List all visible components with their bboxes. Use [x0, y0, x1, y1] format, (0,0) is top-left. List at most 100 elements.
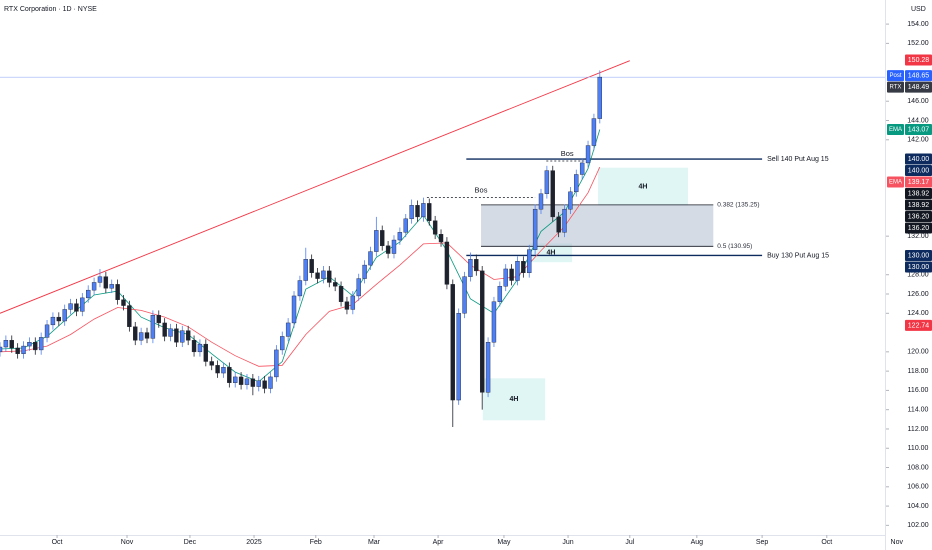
candle-body: [297, 280, 303, 297]
price-tag: [905, 153, 932, 165]
candle-body: [568, 191, 573, 210]
x-tick-label: Dec: [184, 539, 197, 546]
x-tick-label: Mar: [368, 539, 381, 546]
candle-body: [256, 380, 261, 387]
y-tick-label: 152.00: [907, 40, 929, 47]
candle-body: [74, 303, 79, 312]
candle-body: [274, 349, 279, 378]
price-tag-name: EMA: [889, 180, 902, 186]
candle-body: [509, 268, 514, 281]
candle-body: [221, 367, 226, 374]
candle-body: [103, 276, 109, 289]
x-tick-label: Sep: [756, 539, 769, 546]
price-tag-name-box: [887, 123, 904, 135]
y-tick-label: 118.00: [908, 368, 929, 375]
y-tick-label: 108.00: [907, 464, 929, 471]
candle-body: [203, 343, 209, 362]
fib-box: [481, 204, 714, 247]
candle-body: [197, 343, 203, 353]
candle-body: [144, 332, 150, 339]
level-label: Buy 130 Put Aug 15: [767, 252, 829, 259]
candle-body: [291, 295, 297, 324]
candle-body: [309, 259, 314, 274]
candle-body: [27, 342, 32, 347]
x-tick-label: 2025: [246, 539, 262, 546]
price-tag: [905, 81, 932, 93]
candle-body: [574, 174, 579, 193]
candle-body: [44, 324, 50, 338]
candle-body: [133, 326, 138, 341]
x-tick-label: Aug: [691, 539, 704, 546]
zone: [598, 167, 689, 206]
candle-body: [315, 272, 320, 279]
candle-body: [233, 376, 238, 383]
y-tick-label: 104.00: [907, 503, 929, 510]
candle-body: [403, 218, 408, 233]
candle-body: [421, 203, 426, 218]
price-tag: [905, 222, 932, 234]
candle-body: [62, 309, 67, 322]
candle-body: [115, 284, 120, 300]
candle-body: [21, 345, 26, 354]
zone-label: 4H: [547, 250, 556, 257]
candle-body: [215, 365, 220, 374]
bos-label: Bos: [561, 149, 574, 158]
candle-body: [462, 276, 467, 314]
x-tick-label: Jun: [562, 539, 573, 546]
candle-body: [180, 330, 185, 343]
price-tag: [905, 211, 932, 223]
price-tag-label: 148.49: [908, 84, 930, 91]
candle-body: [450, 284, 455, 401]
candle-body: [521, 261, 526, 274]
candle-body: [544, 170, 550, 194]
price-tag: [905, 70, 932, 82]
ema-line: [0, 129, 601, 383]
y-tick-label: 128.00: [907, 272, 929, 279]
candle-body: [38, 337, 44, 351]
price-tag: [905, 249, 932, 261]
candle-body: [244, 378, 250, 385]
candle-body: [474, 259, 479, 272]
x-tick-label: Oct: [821, 539, 832, 546]
candle-body: [427, 203, 432, 221]
price-tag-label: 139.17: [908, 179, 930, 186]
candle-body: [191, 340, 197, 353]
fib-label: 0.382 (135.25): [717, 202, 759, 209]
candle-body: [80, 297, 85, 312]
candle-body: [121, 299, 126, 306]
candle-body: [527, 249, 532, 274]
price-tag-label: 138.92: [908, 202, 930, 209]
candle-body: [109, 284, 114, 289]
candle-body: [579, 162, 585, 175]
candle-body: [438, 234, 444, 243]
price-tag-label: 150.28: [908, 57, 930, 64]
candle-body: [268, 376, 273, 389]
candle-body: [227, 367, 232, 383]
candle-body: [150, 315, 156, 339]
candle-body: [350, 295, 356, 310]
price-tag-label: 136.20: [908, 225, 930, 232]
candle-body: [356, 278, 361, 297]
y-tick-label: 102.00: [907, 522, 929, 529]
candle-body: [556, 216, 561, 233]
candle-body: [327, 270, 332, 283]
candle-body: [597, 76, 603, 119]
candle-body: [538, 193, 544, 210]
candle-body: [385, 245, 391, 254]
level-label: Sell 140 Put Aug 15: [767, 156, 829, 163]
candle-body: [9, 340, 14, 349]
candle-body: [503, 268, 508, 287]
y-tick-label: 144.00: [907, 117, 929, 124]
x-tick-label: Nov: [891, 539, 904, 546]
candle-body: [321, 270, 326, 279]
candle-body: [550, 170, 555, 218]
price-tag: [905, 199, 932, 211]
candle-body: [68, 303, 73, 310]
candle-body: [303, 259, 308, 281]
price-tag-name: RTX: [890, 85, 902, 91]
price-tag-label: 140.00: [908, 156, 930, 163]
candle-body: [280, 336, 285, 351]
candle-body: [585, 145, 591, 164]
candle-body: [156, 315, 161, 324]
